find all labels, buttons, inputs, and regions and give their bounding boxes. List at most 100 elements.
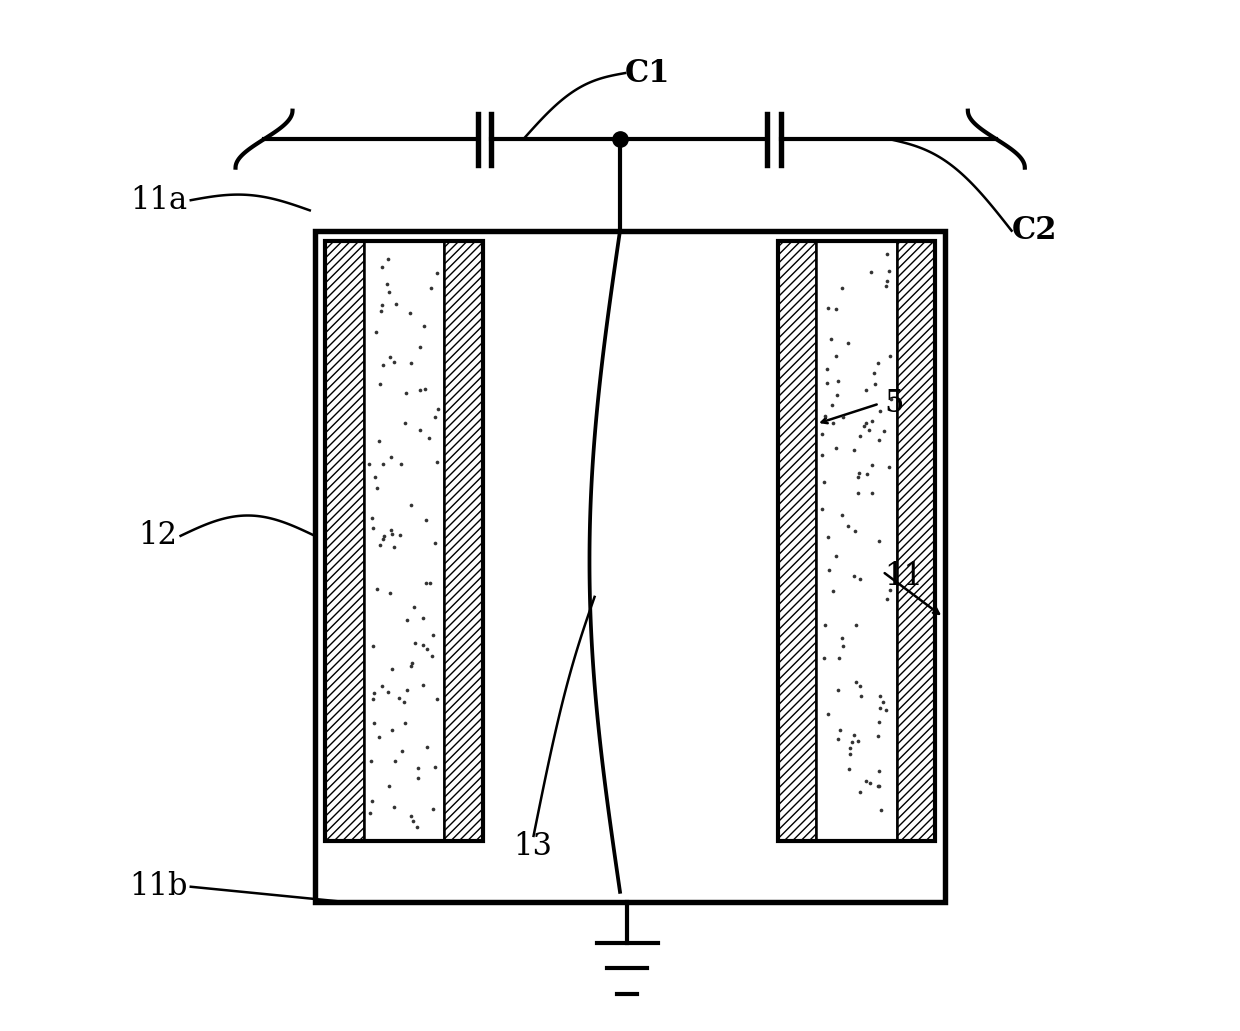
Point (363, 520, 383, 536)
Point (823, 414, 843, 431)
Point (815, 617, 835, 633)
Text: 11b: 11b (129, 871, 187, 902)
Bar (363, 241, 444, 841)
Text: 13: 13 (513, 831, 552, 862)
Point (826, 439, 846, 456)
Point (392, 742, 412, 759)
Point (817, 361, 837, 377)
Text: 11a: 11a (130, 185, 187, 215)
Point (389, 690, 409, 706)
Point (838, 335, 858, 352)
Point (365, 685, 384, 701)
Point (427, 691, 446, 707)
Point (362, 510, 382, 527)
Point (880, 391, 900, 407)
Point (379, 284, 399, 300)
Point (818, 562, 838, 578)
Point (861, 264, 880, 280)
Point (868, 355, 888, 371)
Point (381, 585, 401, 601)
Point (822, 583, 842, 599)
Point (841, 745, 861, 762)
Point (857, 414, 877, 431)
Point (846, 674, 866, 691)
Text: 12: 12 (139, 521, 177, 552)
Point (370, 375, 389, 392)
Point (389, 527, 409, 543)
Point (874, 423, 894, 439)
Point (877, 591, 897, 607)
Point (868, 728, 888, 744)
Point (857, 772, 877, 789)
Point (410, 381, 430, 398)
Point (873, 694, 893, 710)
Point (414, 318, 434, 334)
Point (386, 296, 405, 312)
Point (826, 347, 846, 364)
Point (417, 738, 436, 755)
Point (856, 381, 875, 398)
Point (880, 347, 900, 364)
Point (365, 469, 384, 486)
Point (379, 778, 399, 795)
Point (366, 324, 386, 340)
Point (828, 731, 848, 747)
Point (401, 658, 420, 674)
Point (410, 338, 430, 355)
Bar (325, 241, 363, 841)
Point (877, 245, 897, 262)
Point (397, 683, 417, 699)
Point (848, 485, 868, 501)
Point (378, 684, 398, 700)
Point (405, 635, 425, 652)
Point (869, 403, 889, 420)
Point (870, 688, 890, 704)
Point (844, 568, 864, 585)
Point (832, 630, 852, 646)
Point (879, 459, 899, 475)
Point (842, 733, 862, 750)
Point (851, 688, 870, 704)
Point (372, 296, 392, 312)
Point (419, 430, 439, 446)
Point (815, 408, 835, 425)
Point (875, 277, 895, 294)
Point (397, 611, 417, 628)
Point (373, 528, 393, 544)
Point (841, 740, 861, 757)
Point (828, 683, 848, 699)
Point (401, 305, 420, 322)
Point (402, 355, 422, 371)
Point (817, 374, 837, 391)
Point (818, 706, 838, 723)
Text: 5: 5 (884, 388, 904, 420)
Point (822, 397, 842, 413)
Point (870, 700, 890, 717)
Point (830, 722, 849, 738)
Point (425, 409, 445, 426)
Point (879, 263, 899, 279)
Point (868, 778, 888, 795)
Point (415, 381, 435, 398)
Point (403, 812, 423, 829)
Point (382, 526, 402, 542)
Point (869, 432, 889, 448)
Point (363, 691, 383, 707)
Point (422, 648, 441, 665)
Point (826, 301, 846, 318)
Point (849, 464, 869, 480)
Point (862, 485, 882, 501)
Point (844, 727, 864, 743)
Point (857, 466, 877, 483)
Point (862, 412, 882, 429)
Point (849, 784, 869, 800)
Point (848, 733, 868, 750)
Point (365, 714, 384, 731)
Point (851, 678, 870, 695)
Point (864, 364, 884, 380)
Point (384, 799, 404, 816)
Point (396, 714, 415, 731)
Point (372, 259, 392, 275)
Point (407, 819, 427, 835)
Point (854, 418, 874, 434)
